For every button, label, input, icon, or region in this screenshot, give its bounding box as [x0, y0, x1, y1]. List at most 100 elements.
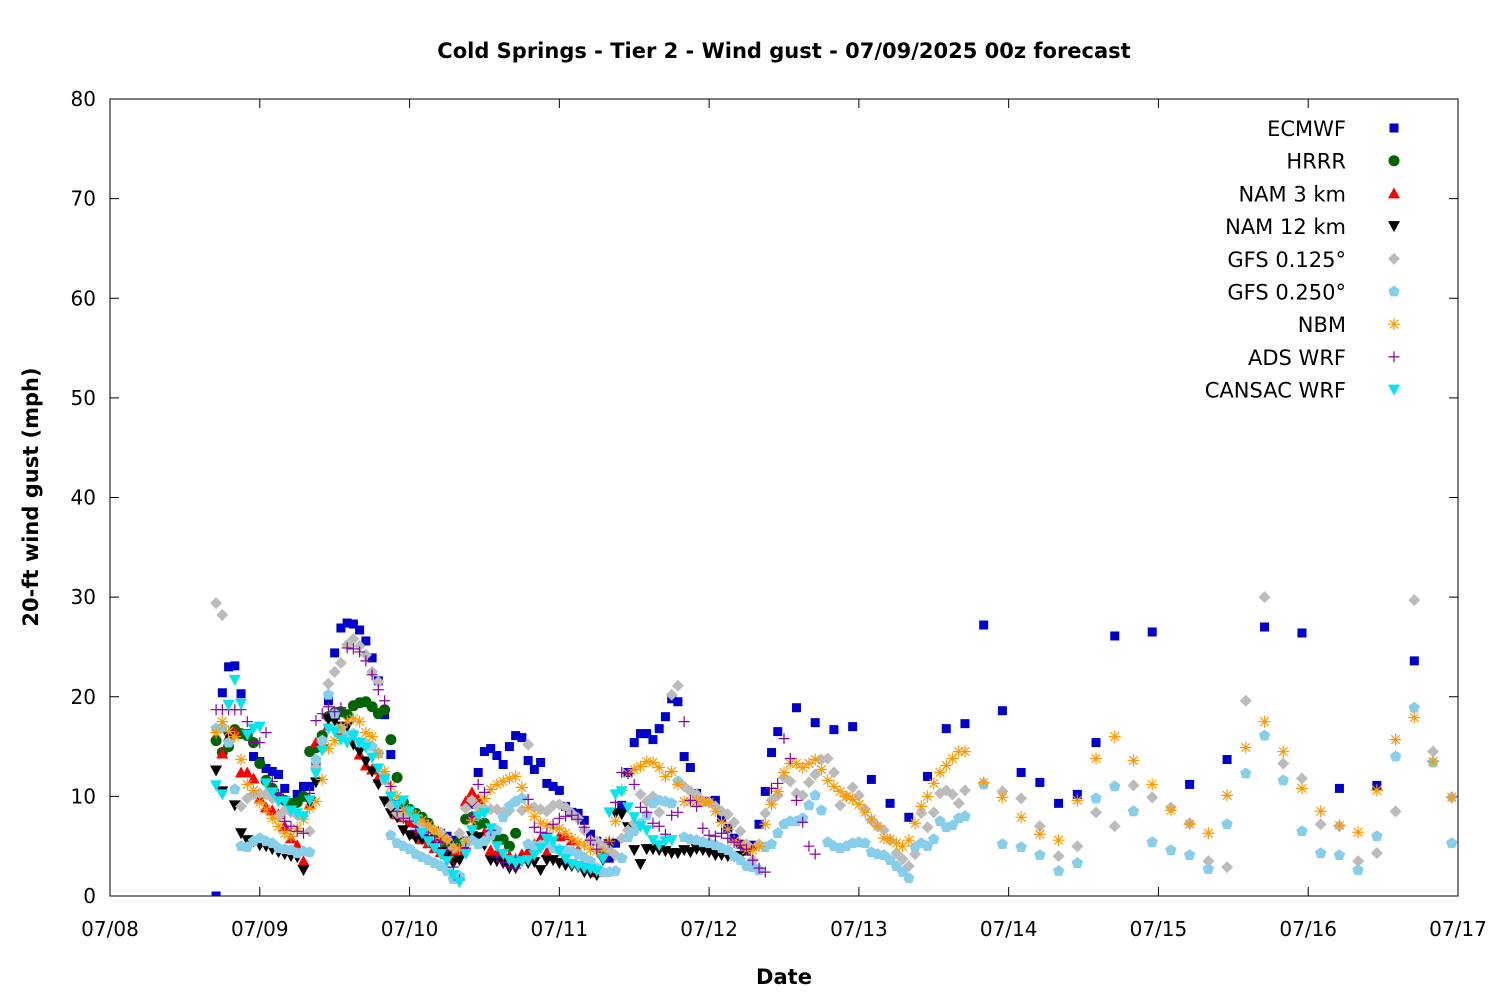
data-point	[397, 825, 410, 837]
data-point	[409, 814, 422, 826]
data-point	[228, 730, 241, 743]
data-point	[1034, 849, 1046, 860]
data-point	[253, 721, 266, 733]
legend-label: NBM	[1298, 313, 1346, 337]
data-point	[292, 789, 302, 799]
y-tick-label: 20	[71, 685, 96, 709]
data-point	[316, 745, 329, 757]
data-point	[372, 763, 385, 775]
data-point	[585, 834, 597, 846]
data-point	[348, 619, 358, 629]
legend: ECMWF HRRR NAM 3 km NAM 12 km GFS 0.125° GFS …	[1205, 117, 1400, 403]
data-point	[378, 765, 391, 778]
data-point	[353, 715, 366, 728]
data-point	[909, 817, 922, 830]
data-point	[609, 789, 622, 801]
data-point	[915, 807, 928, 820]
data-point	[216, 747, 229, 759]
data-point	[615, 786, 628, 798]
y-tick-label: 30	[71, 585, 96, 609]
data-point	[416, 828, 429, 840]
data-point	[397, 803, 410, 816]
data-point	[484, 823, 497, 835]
data-point	[1352, 855, 1365, 868]
data-point	[441, 834, 453, 847]
data-point	[441, 856, 453, 868]
x-tick-label: 07/11	[531, 917, 589, 941]
data-point	[510, 827, 522, 839]
data-point	[516, 792, 528, 804]
data-point	[1389, 805, 1402, 818]
data-point	[672, 806, 684, 818]
data-point	[653, 820, 665, 832]
data-point	[453, 827, 466, 840]
data-point	[958, 745, 971, 758]
data-point	[1033, 820, 1046, 833]
data-point	[1185, 779, 1195, 789]
y-tick-label: 70	[71, 187, 96, 211]
data-point	[1258, 591, 1271, 604]
data-point	[691, 800, 703, 812]
data-point	[653, 806, 666, 819]
data-point	[696, 795, 709, 808]
data-point	[741, 843, 753, 855]
y-tick-label: 50	[71, 386, 96, 410]
data-point	[653, 761, 666, 774]
data-point	[378, 796, 391, 808]
data-point	[504, 742, 514, 752]
data-point	[579, 815, 589, 825]
data-point	[260, 727, 272, 739]
data-point	[490, 841, 503, 853]
x-axis-label: Date	[756, 965, 812, 989]
data-point	[746, 844, 759, 857]
x-tick-label: 07/12	[680, 917, 738, 941]
data-point	[379, 695, 391, 707]
data-point	[548, 781, 558, 791]
data-point	[334, 721, 347, 734]
data-point	[1109, 780, 1121, 792]
x-tick-label: 07/09	[231, 917, 289, 941]
data-point	[553, 812, 565, 824]
data-point	[347, 730, 360, 742]
data-point	[660, 712, 670, 722]
data-point	[772, 827, 784, 839]
data-point	[1277, 774, 1289, 786]
data-point	[428, 843, 441, 855]
data-point	[802, 776, 815, 789]
data-point	[284, 805, 297, 817]
data-point	[759, 866, 771, 878]
data-point	[958, 784, 971, 797]
data-point	[617, 800, 627, 810]
data-point	[1202, 855, 1215, 868]
data-point	[659, 770, 672, 783]
data-point	[996, 791, 1009, 804]
data-point	[217, 688, 227, 698]
data-point	[697, 822, 709, 834]
data-point	[216, 789, 229, 801]
data-point	[222, 725, 235, 738]
data-point	[528, 821, 540, 833]
data-point	[465, 825, 478, 837]
data-point	[1370, 847, 1383, 860]
data-point	[753, 862, 765, 874]
series-nbm	[210, 711, 1458, 860]
data-point	[1352, 864, 1364, 875]
data-point	[266, 787, 279, 799]
data-point	[322, 688, 335, 700]
data-point	[241, 766, 254, 778]
data-point	[391, 790, 404, 803]
data-point	[385, 780, 397, 792]
data-point	[997, 706, 1007, 716]
data-point	[616, 852, 628, 863]
data-point	[366, 766, 379, 778]
data-point	[815, 763, 828, 776]
data-point	[1333, 819, 1346, 832]
data-point	[615, 809, 628, 821]
data-point	[1409, 656, 1419, 666]
data-point	[341, 642, 353, 654]
data-point	[1202, 863, 1215, 874]
data-point	[465, 786, 478, 798]
data-point	[1221, 861, 1234, 874]
data-point	[609, 815, 622, 828]
data-point	[272, 820, 285, 833]
